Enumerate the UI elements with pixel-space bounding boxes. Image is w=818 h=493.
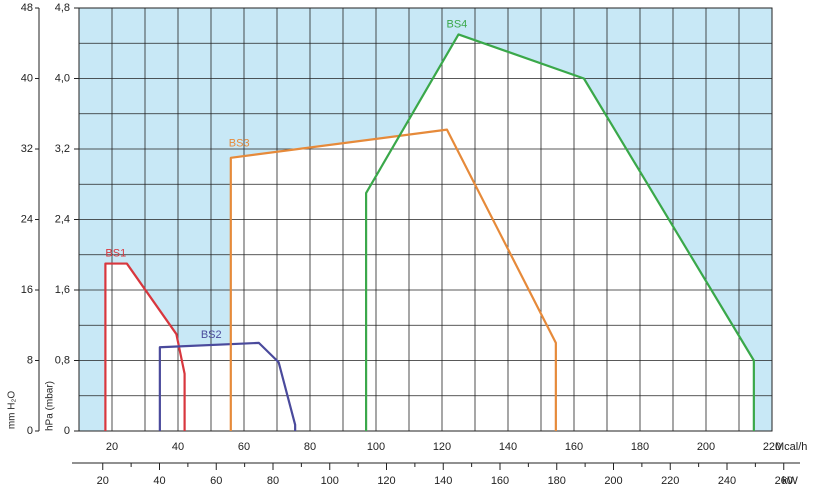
x-tick-label: 220 <box>763 441 781 453</box>
x2-tick-label: 200 <box>604 475 622 487</box>
x2-tick-label: 60 <box>210 475 222 487</box>
x2-tick-label: 120 <box>377 475 395 487</box>
x2-tick-label: 220 <box>661 475 679 487</box>
x-tick-label: 120 <box>433 441 451 453</box>
x2-tick-label: 100 <box>321 475 339 487</box>
y-tick-label: 0 <box>64 425 70 437</box>
x2-tick-label: 240 <box>718 475 736 487</box>
x2-tick-label: 20 <box>97 475 109 487</box>
series-label: BS4 <box>447 18 468 30</box>
x2-tick-label: 140 <box>434 475 452 487</box>
y2-tick-label: 0 <box>27 425 33 437</box>
working-field <box>366 34 754 431</box>
x2-tick-label: 260 <box>775 475 793 487</box>
y2-tick-label: 32 <box>21 143 33 155</box>
x-tick-label: 20 <box>106 441 118 453</box>
x-axis-label: Mcal/h <box>775 441 807 453</box>
x-tick-label: 60 <box>238 441 250 453</box>
x2-tick-label: 180 <box>548 475 566 487</box>
series-label: BS2 <box>201 329 222 341</box>
y-tick-label: 4,8 <box>55 2 70 14</box>
y-tick-label: 1,6 <box>55 284 70 296</box>
series-line <box>365 33 755 431</box>
series-label: BS3 <box>229 138 250 150</box>
y2-axis-label: mm H₂O <box>7 391 18 430</box>
x2-axis-label: kW <box>782 475 799 487</box>
x-tick-label: 200 <box>697 441 715 453</box>
y-tick-label: 4,0 <box>55 72 70 84</box>
x-tick-label: 80 <box>304 441 316 453</box>
series-label: BS1 <box>105 247 126 259</box>
x-tick-label: 140 <box>499 441 517 453</box>
y-tick-label: 3,2 <box>55 143 70 155</box>
y-axis-label: hPa (mbar) <box>45 381 56 431</box>
x2-tick-label: 160 <box>491 475 509 487</box>
y2-tick-label: 40 <box>21 72 33 84</box>
series-line <box>229 128 557 431</box>
x2-tick-label: 40 <box>153 475 165 487</box>
y2-tick-label: 8 <box>27 354 33 366</box>
y-tick-label: 2,4 <box>55 213 70 225</box>
series-line <box>158 341 297 431</box>
x-tick-label: 160 <box>565 441 583 453</box>
x-tick-label: 40 <box>172 441 184 453</box>
series-line <box>104 262 186 431</box>
x-tick-label: 180 <box>631 441 649 453</box>
x-tick-label: 100 <box>367 441 385 453</box>
y2-tick-label: 16 <box>21 284 33 296</box>
y2-tick-label: 24 <box>21 213 33 225</box>
y-tick-label: 0,8 <box>55 354 70 366</box>
y2-tick-label: 48 <box>21 2 33 14</box>
x2-tick-label: 80 <box>267 475 279 487</box>
